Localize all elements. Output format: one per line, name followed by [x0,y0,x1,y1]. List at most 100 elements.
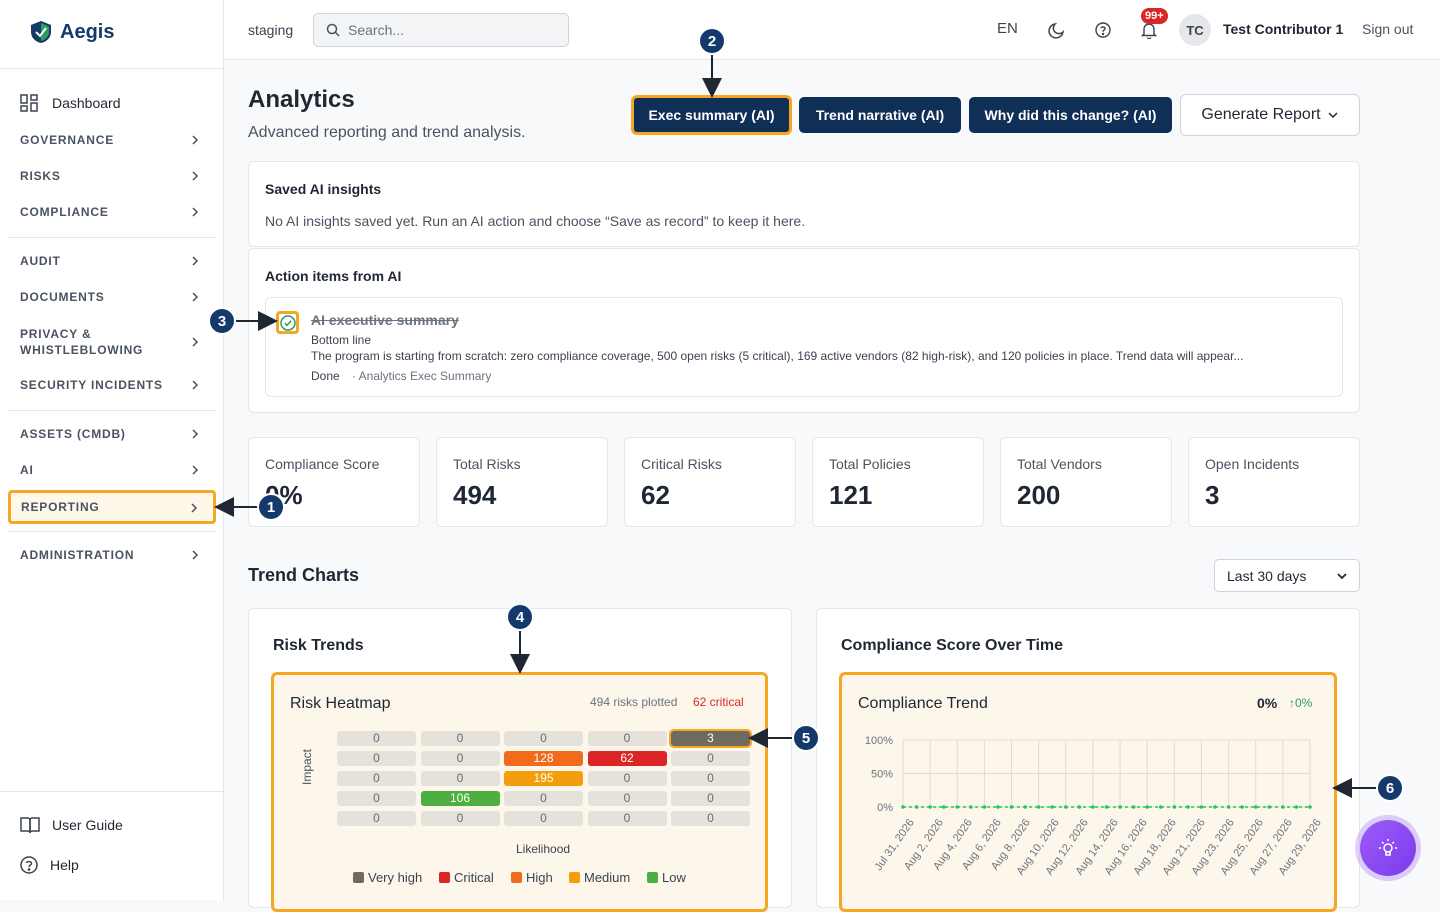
chevron-right-icon [192,256,199,266]
heatmap-cell[interactable]: 0 [420,751,500,766]
compliance-point[interactable] [1009,805,1014,809]
compliance-point[interactable] [1036,805,1041,809]
sidebar-item-risks[interactable]: RISKS [8,160,216,192]
legend-label: High [526,870,553,885]
compliance-point[interactable] [955,805,960,809]
stat-label: Total Vendors [1017,456,1102,472]
sidebar-item-audit[interactable]: AUDIT [8,245,216,277]
avatar[interactable]: TC [1179,14,1211,46]
user-name[interactable]: Test Contributor 1 [1223,21,1344,37]
heatmap-cell[interactable]: 0 [587,771,667,786]
compliance-point[interactable] [928,805,932,809]
sidebar-item-security-incidents[interactable]: SECURITY INCIDENTS [8,369,216,401]
bell-icon[interactable] [1141,21,1157,39]
action-item-title[interactable]: AI executive summary [311,312,459,328]
language-toggle[interactable]: EN [997,20,1018,37]
compliance-point[interactable] [1308,805,1312,809]
compliance-point[interactable] [982,805,987,809]
compliance-point[interactable] [1213,805,1217,809]
heatmap-cell[interactable]: 0 [420,731,500,746]
sidebar-item-reporting[interactable]: REPORTING [8,490,216,524]
heatmap-cell[interactable]: 3 [669,729,752,748]
heatmap-cell[interactable]: 0 [337,751,416,766]
compliance-point[interactable] [914,805,919,809]
compliance-point[interactable] [1064,805,1068,809]
sidebar-item-label: RISKS [20,169,61,183]
compliance-point[interactable] [901,805,905,809]
compliance-point[interactable] [1281,805,1285,809]
compliance-point[interactable] [969,805,973,809]
heatmap-cell[interactable]: 0 [337,771,416,786]
compliance-point[interactable] [1240,805,1244,809]
sidebar-item-privacy[interactable]: PRIVACY & WHISTLEBLOWING [8,322,216,362]
heatmap-cell[interactable]: 0 [671,791,750,806]
heatmap-cell[interactable]: 0 [337,791,416,806]
user-guide-link[interactable]: User Guide [20,816,123,834]
heatmap-cell[interactable]: 0 [337,731,416,746]
heatmap-cell[interactable]: 0 [671,771,750,786]
sign-out-link[interactable]: Sign out [1362,21,1414,37]
y-tick-label: 100% [865,735,893,747]
heatmap-cell[interactable]: 0 [587,791,667,806]
saved-insights-card: Saved AI insights No AI insights saved y… [248,161,1360,247]
heatmap-cell[interactable]: 0 [504,731,583,746]
why-change-button[interactable]: Why did this change? (AI) [969,97,1172,133]
compliance-point[interactable] [941,805,946,809]
heatmap-cell[interactable]: 0 [671,811,750,826]
stat-value: 3 [1205,480,1220,510]
compliance-point[interactable] [1253,805,1258,809]
compliance-point[interactable] [1172,805,1177,809]
trend-narrative-button[interactable]: Trend narrative (AI) [799,97,961,133]
heatmap-cell[interactable]: 0 [420,771,500,786]
search-input[interactable] [348,22,548,38]
heatmap-cell[interactable]: 0 [337,811,416,826]
search-box[interactable] [313,13,569,47]
sidebar-item-compliance[interactable]: COMPLIANCE [8,196,216,228]
divider [0,791,224,792]
heatmap-cell[interactable]: 0 [587,811,667,826]
action-item-status: Done [311,369,340,383]
chevron-right-icon [192,292,199,302]
compliance-point[interactable] [1050,805,1055,809]
compliance-point[interactable] [1226,805,1231,809]
help-icon[interactable] [1095,22,1111,38]
compliance-point[interactable] [1023,805,1027,809]
heatmap-cell[interactable]: 0 [587,731,667,746]
heatmap-cell[interactable]: 106 [420,791,500,806]
heatmap-cell[interactable]: 128 [504,751,583,766]
sidebar-item-dashboard[interactable]: Dashboard [8,87,216,119]
heatmap-cell[interactable]: 0 [671,751,750,766]
compliance-point[interactable] [1091,805,1095,809]
chevron-right-icon [192,429,199,439]
logo[interactable]: Aegis [30,20,114,44]
sidebar-item-documents[interactable]: DOCUMENTS [8,281,216,313]
compliance-point[interactable] [1267,805,1272,809]
ai-assistant-button[interactable] [1360,820,1416,876]
compliance-point[interactable] [1131,805,1136,809]
compliance-point[interactable] [996,805,1000,809]
compliance-point[interactable] [1158,805,1163,809]
sidebar-item-administration[interactable]: ADMINISTRATION [8,539,216,571]
heatmap-cell[interactable]: 0 [504,791,583,806]
compliance-point[interactable] [1199,805,1204,809]
compliance-point[interactable] [1145,805,1149,809]
heatmap-cell[interactable]: 62 [587,751,667,766]
date-range-select[interactable]: Last 30 days [1214,559,1360,592]
compliance-point[interactable] [1104,805,1109,809]
book-icon [20,817,40,834]
sidebar-item-assets[interactable]: ASSETS (CMDB) [8,418,216,450]
sidebar-item-governance[interactable]: GOVERNANCE [8,124,216,156]
compliance-point[interactable] [1118,805,1122,809]
compliance-point[interactable] [1294,805,1299,809]
moon-icon[interactable] [1048,21,1066,39]
heatmap-cell[interactable]: 0 [420,811,500,826]
compliance-point[interactable] [1077,805,1082,809]
heatmap-cell[interactable]: 0 [504,811,583,826]
done-checkbox[interactable] [276,311,299,334]
sidebar-item-ai[interactable]: AI [8,454,216,486]
help-link[interactable]: Help [20,856,79,874]
generate-report-button[interactable]: Generate Report [1180,94,1360,136]
heatmap-cell[interactable]: 195 [504,771,583,786]
compliance-point[interactable] [1186,805,1190,809]
